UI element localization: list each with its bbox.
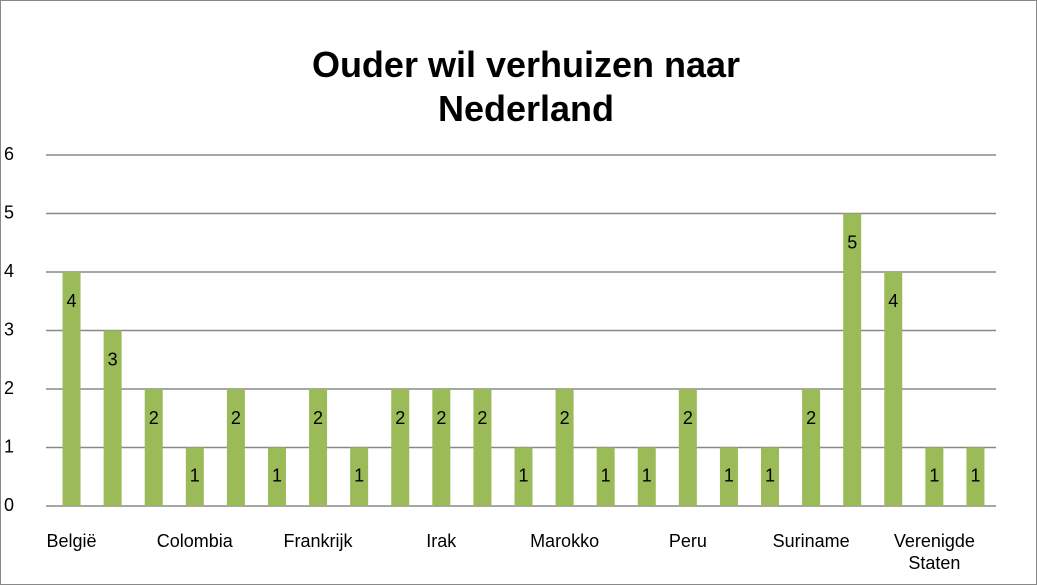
bar — [678, 389, 697, 506]
bar — [267, 447, 286, 506]
data-label: 2 — [149, 408, 159, 428]
data-label: 1 — [642, 466, 652, 486]
x-tick-label: Colombia — [156, 531, 233, 551]
data-label: 2 — [806, 408, 816, 428]
y-tick-label: 2 — [4, 378, 14, 398]
bar — [350, 447, 369, 506]
bar — [761, 447, 780, 506]
bar — [925, 447, 944, 506]
bar — [391, 389, 410, 506]
data-label: 2 — [683, 408, 693, 428]
x-tick-label: Verenigde Staten — [893, 531, 975, 573]
bar — [966, 447, 985, 506]
bar — [514, 447, 533, 506]
bar — [144, 389, 163, 506]
x-tick-label: Irak — [426, 531, 457, 551]
bar — [637, 447, 656, 506]
bar — [802, 389, 821, 506]
bar — [309, 389, 328, 506]
bar — [62, 272, 81, 506]
data-label: 1 — [724, 466, 734, 486]
data-label: 2 — [395, 408, 405, 428]
x-tick-label: België — [46, 531, 97, 551]
chart-title: Ouder wil verhuizen naar Nederland — [311, 44, 741, 129]
data-label: 1 — [354, 466, 364, 486]
y-tick-label: 1 — [4, 436, 14, 456]
data-label: 4 — [67, 291, 77, 311]
x-tick-label: Frankrijk — [283, 531, 353, 551]
data-label: 1 — [518, 466, 528, 486]
data-label: 2 — [231, 408, 241, 428]
data-label: 1 — [190, 466, 200, 486]
data-label: 2 — [477, 408, 487, 428]
y-tick-label: 4 — [4, 261, 14, 281]
y-tick-label: 6 — [4, 144, 14, 164]
bar — [843, 213, 862, 506]
data-label: 2 — [560, 408, 570, 428]
y-tick-label: 3 — [4, 319, 14, 339]
data-label: 5 — [847, 232, 857, 252]
data-label: 1 — [601, 466, 611, 486]
data-label: 2 — [313, 408, 323, 428]
bar — [432, 389, 451, 506]
bar — [596, 447, 615, 506]
data-label: 1 — [765, 466, 775, 486]
x-tick-label: Suriname — [772, 531, 850, 551]
data-label: 1 — [929, 466, 939, 486]
y-tick-label: 0 — [4, 495, 14, 515]
data-label: 4 — [888, 291, 898, 311]
data-label: 1 — [272, 466, 282, 486]
data-label: 1 — [970, 466, 980, 486]
bar — [226, 389, 245, 506]
bar — [719, 447, 738, 506]
x-tick-label: Marokko — [530, 531, 600, 551]
bar — [555, 389, 574, 506]
x-tick-label: Peru — [668, 531, 707, 551]
bar — [103, 330, 122, 506]
data-label: 2 — [436, 408, 446, 428]
bar — [185, 447, 204, 506]
y-tick-label: 5 — [4, 202, 14, 222]
data-label: 3 — [108, 349, 118, 369]
bar — [884, 272, 903, 506]
bar — [473, 389, 492, 506]
